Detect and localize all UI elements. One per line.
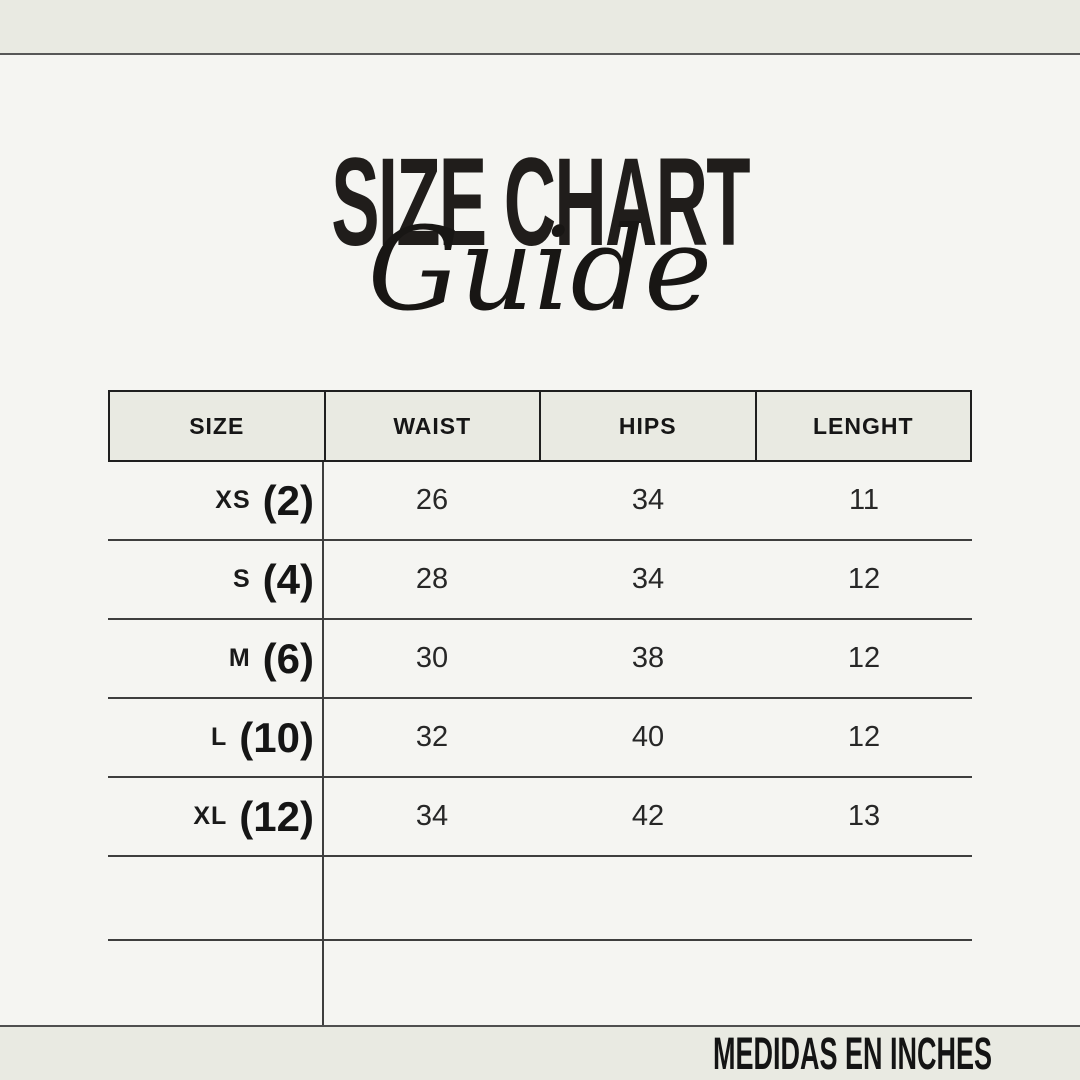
length-value: 12 — [847, 642, 881, 674]
length-value: 13 — [847, 800, 881, 832]
size-label: XS — [215, 486, 251, 514]
bottom-band: MEDIDAS EN INCHES — [0, 1025, 1080, 1080]
table-row-m: M (6) 30 38 12 — [108, 620, 972, 699]
length-value: 12 — [847, 563, 881, 595]
size-column-divider — [322, 462, 324, 1025]
hips-value: 34 — [631, 563, 665, 595]
length-value: 11 — [848, 484, 880, 516]
size-table: SIZE WAIST HIPS LENGHT XS (2) 26 34 11 S… — [108, 390, 972, 1025]
table-row-s: S (4) 28 34 12 — [108, 541, 972, 620]
table-header-row: SIZE WAIST HIPS LENGHT — [108, 390, 972, 462]
empty-table-row — [108, 941, 972, 1025]
size-cell: S (4) — [108, 541, 324, 618]
size-number: (4) — [262, 555, 314, 603]
top-band — [0, 0, 1080, 55]
waist-value: 30 — [415, 642, 449, 674]
empty-table-row — [108, 857, 972, 941]
length-value: 12 — [847, 721, 881, 753]
size-label: M — [228, 644, 251, 672]
hips-value: 42 — [631, 800, 665, 832]
hips-value: 34 — [631, 484, 665, 516]
size-label: L — [211, 723, 228, 751]
header-cell-waist: WAIST — [326, 392, 541, 460]
hips-value: 40 — [631, 721, 665, 753]
size-number: (10) — [239, 713, 314, 761]
page-title-script: Guide — [367, 203, 713, 337]
page-title-text: SIZE CHART — [331, 133, 750, 272]
size-cell: M (6) — [108, 620, 324, 697]
size-label: S — [232, 565, 251, 593]
units-note: MEDIDAS EN INCHES — [712, 1027, 992, 1079]
size-cell: XL (12) — [108, 778, 324, 855]
size-cell: L (10) — [108, 699, 324, 776]
header-cell-hips: HIPS — [541, 392, 757, 460]
size-number: (12) — [239, 792, 314, 840]
table-row-l: L (10) 32 40 12 — [108, 699, 972, 778]
waist-value: 34 — [415, 800, 449, 832]
hips-value: 38 — [631, 642, 665, 674]
header-cell-length: LENGHT — [812, 412, 914, 439]
size-number: (2) — [262, 476, 314, 524]
waist-value: 26 — [415, 484, 449, 516]
size-cell: XS (2) — [108, 462, 324, 539]
table-row-xl: XL (12) 34 42 13 — [108, 778, 972, 857]
page-title: SIZE CHART — [0, 140, 1080, 265]
header-cell-size: SIZE — [110, 392, 326, 460]
size-number: (6) — [262, 634, 314, 682]
table-row-xs: XS (2) 26 34 11 — [108, 462, 972, 541]
size-label: XL — [193, 802, 228, 830]
waist-value: 32 — [415, 721, 449, 753]
waist-value: 28 — [415, 563, 449, 595]
